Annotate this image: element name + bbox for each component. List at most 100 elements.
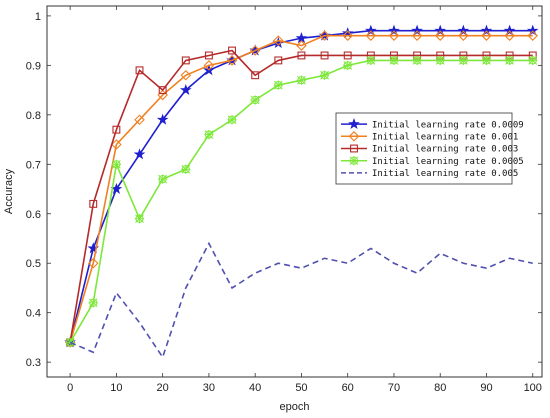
- y-tick-label: 0.7: [26, 159, 41, 171]
- series-4: [65, 55, 538, 347]
- data-point: [412, 55, 422, 66]
- data-point: [527, 30, 539, 41]
- data-point: [319, 30, 330, 41]
- series-line-2: [69, 34, 533, 343]
- data-point: [179, 83, 192, 96]
- data-point: [389, 55, 399, 66]
- y-axis-ticks: 0.3 0.4 0.5 0.6 0.7 0.8 0.9 1: [26, 11, 542, 369]
- data-point: [134, 114, 145, 126]
- data-point: [458, 30, 469, 41]
- legend: Initial learning rate 0.0009 Initial lear…: [335, 112, 524, 185]
- data-point: [250, 95, 260, 105]
- data-point: [343, 60, 353, 70]
- x-tick-label: 70: [388, 382, 400, 394]
- x-tick-label: 50: [295, 382, 307, 394]
- plot-frame: [46, 5, 543, 378]
- data-point: [296, 40, 307, 51]
- data-point: [88, 298, 98, 308]
- x-tick-label: 20: [157, 382, 169, 394]
- data-point: [295, 32, 308, 44]
- y-tick-label: 0.9: [26, 60, 41, 72]
- data-point: [111, 139, 122, 150]
- data-point: [411, 30, 423, 41]
- data-point: [112, 125, 121, 134]
- data-point: [458, 55, 468, 66]
- x-tick-label: 30: [203, 382, 215, 394]
- legend-item-1: Initial learning rate 0.0009: [341, 117, 524, 130]
- y-axis-label: Accuracy: [3, 168, 15, 214]
- x-axis-label: epoch: [280, 401, 310, 413]
- data-point: [503, 24, 516, 36]
- legend-item-4: Initial learning rate 0.0005: [341, 156, 524, 167]
- legend-label: Initial learning rate 0.001: [372, 133, 518, 143]
- series-layer: [64, 24, 539, 360]
- data-point: [319, 70, 330, 80]
- y-tick-label: 0.5: [26, 258, 41, 270]
- data-point: [365, 30, 377, 41]
- series-5: [69, 241, 533, 360]
- data-point: [528, 55, 538, 66]
- legend-item-3: Initial learning rate 0.003: [341, 144, 518, 155]
- data-point: [457, 24, 470, 36]
- y-tick-label: 0.6: [26, 209, 41, 221]
- data-point: [181, 164, 191, 174]
- data-point: [180, 69, 192, 81]
- data-point: [296, 75, 307, 85]
- x-axis-ticks: 0 10 20 30 40 50 60 70 80 90 100: [67, 6, 542, 394]
- data-point: [320, 51, 329, 60]
- data-point: [273, 35, 284, 46]
- data-point: [251, 71, 260, 80]
- legend-marker: [348, 131, 360, 142]
- data-point: [481, 30, 492, 41]
- data-point: [181, 56, 190, 65]
- x-tick-label: 80: [434, 382, 446, 394]
- data-point: [89, 199, 98, 208]
- y-tick-label: 1: [35, 11, 41, 23]
- series-line-4: [69, 59, 533, 343]
- x-tick-label: 10: [110, 382, 122, 394]
- data-point: [227, 115, 237, 125]
- data-point: [158, 174, 168, 184]
- data-point: [388, 30, 400, 41]
- data-point: [434, 30, 446, 41]
- data-point: [480, 24, 493, 36]
- x-tick-label: 0: [67, 382, 73, 394]
- series-3: [66, 46, 537, 347]
- data-point: [249, 45, 261, 56]
- y-tick-label: 0.4: [26, 308, 41, 320]
- data-point: [111, 159, 121, 169]
- data-point: [158, 86, 167, 95]
- legend-marker: [349, 156, 359, 166]
- data-point: [297, 51, 306, 60]
- data-point: [504, 30, 515, 41]
- x-tick-label: 40: [249, 382, 261, 394]
- legend-marker: [350, 144, 358, 153]
- data-point: [526, 24, 539, 36]
- legend-item-5: Initial learning rate 0.005: [341, 169, 518, 179]
- legend-label: Initial learning rate 0.003: [372, 145, 518, 155]
- x-tick-label: 100: [524, 382, 542, 394]
- series-line-5: [69, 241, 533, 360]
- data-point: [481, 55, 492, 66]
- data-point: [133, 148, 146, 160]
- data-point: [87, 257, 99, 269]
- data-point: [135, 66, 144, 75]
- data-point: [204, 130, 214, 140]
- legend-marker: [348, 117, 360, 130]
- data-point: [435, 55, 445, 66]
- legend-item-2: Initial learning rate 0.001: [341, 131, 518, 143]
- data-point: [411, 24, 423, 36]
- data-point: [156, 113, 169, 125]
- series-line-3: [69, 49, 533, 343]
- series-1: [64, 24, 539, 348]
- data-point: [226, 55, 238, 66]
- legend-label: Initial learning rate 0.0009: [372, 120, 524, 130]
- data-point: [388, 24, 400, 36]
- data-point: [343, 51, 352, 60]
- data-point: [204, 51, 213, 60]
- data-point: [228, 46, 236, 55]
- x-tick-label: 90: [480, 382, 492, 394]
- data-point: [273, 80, 283, 90]
